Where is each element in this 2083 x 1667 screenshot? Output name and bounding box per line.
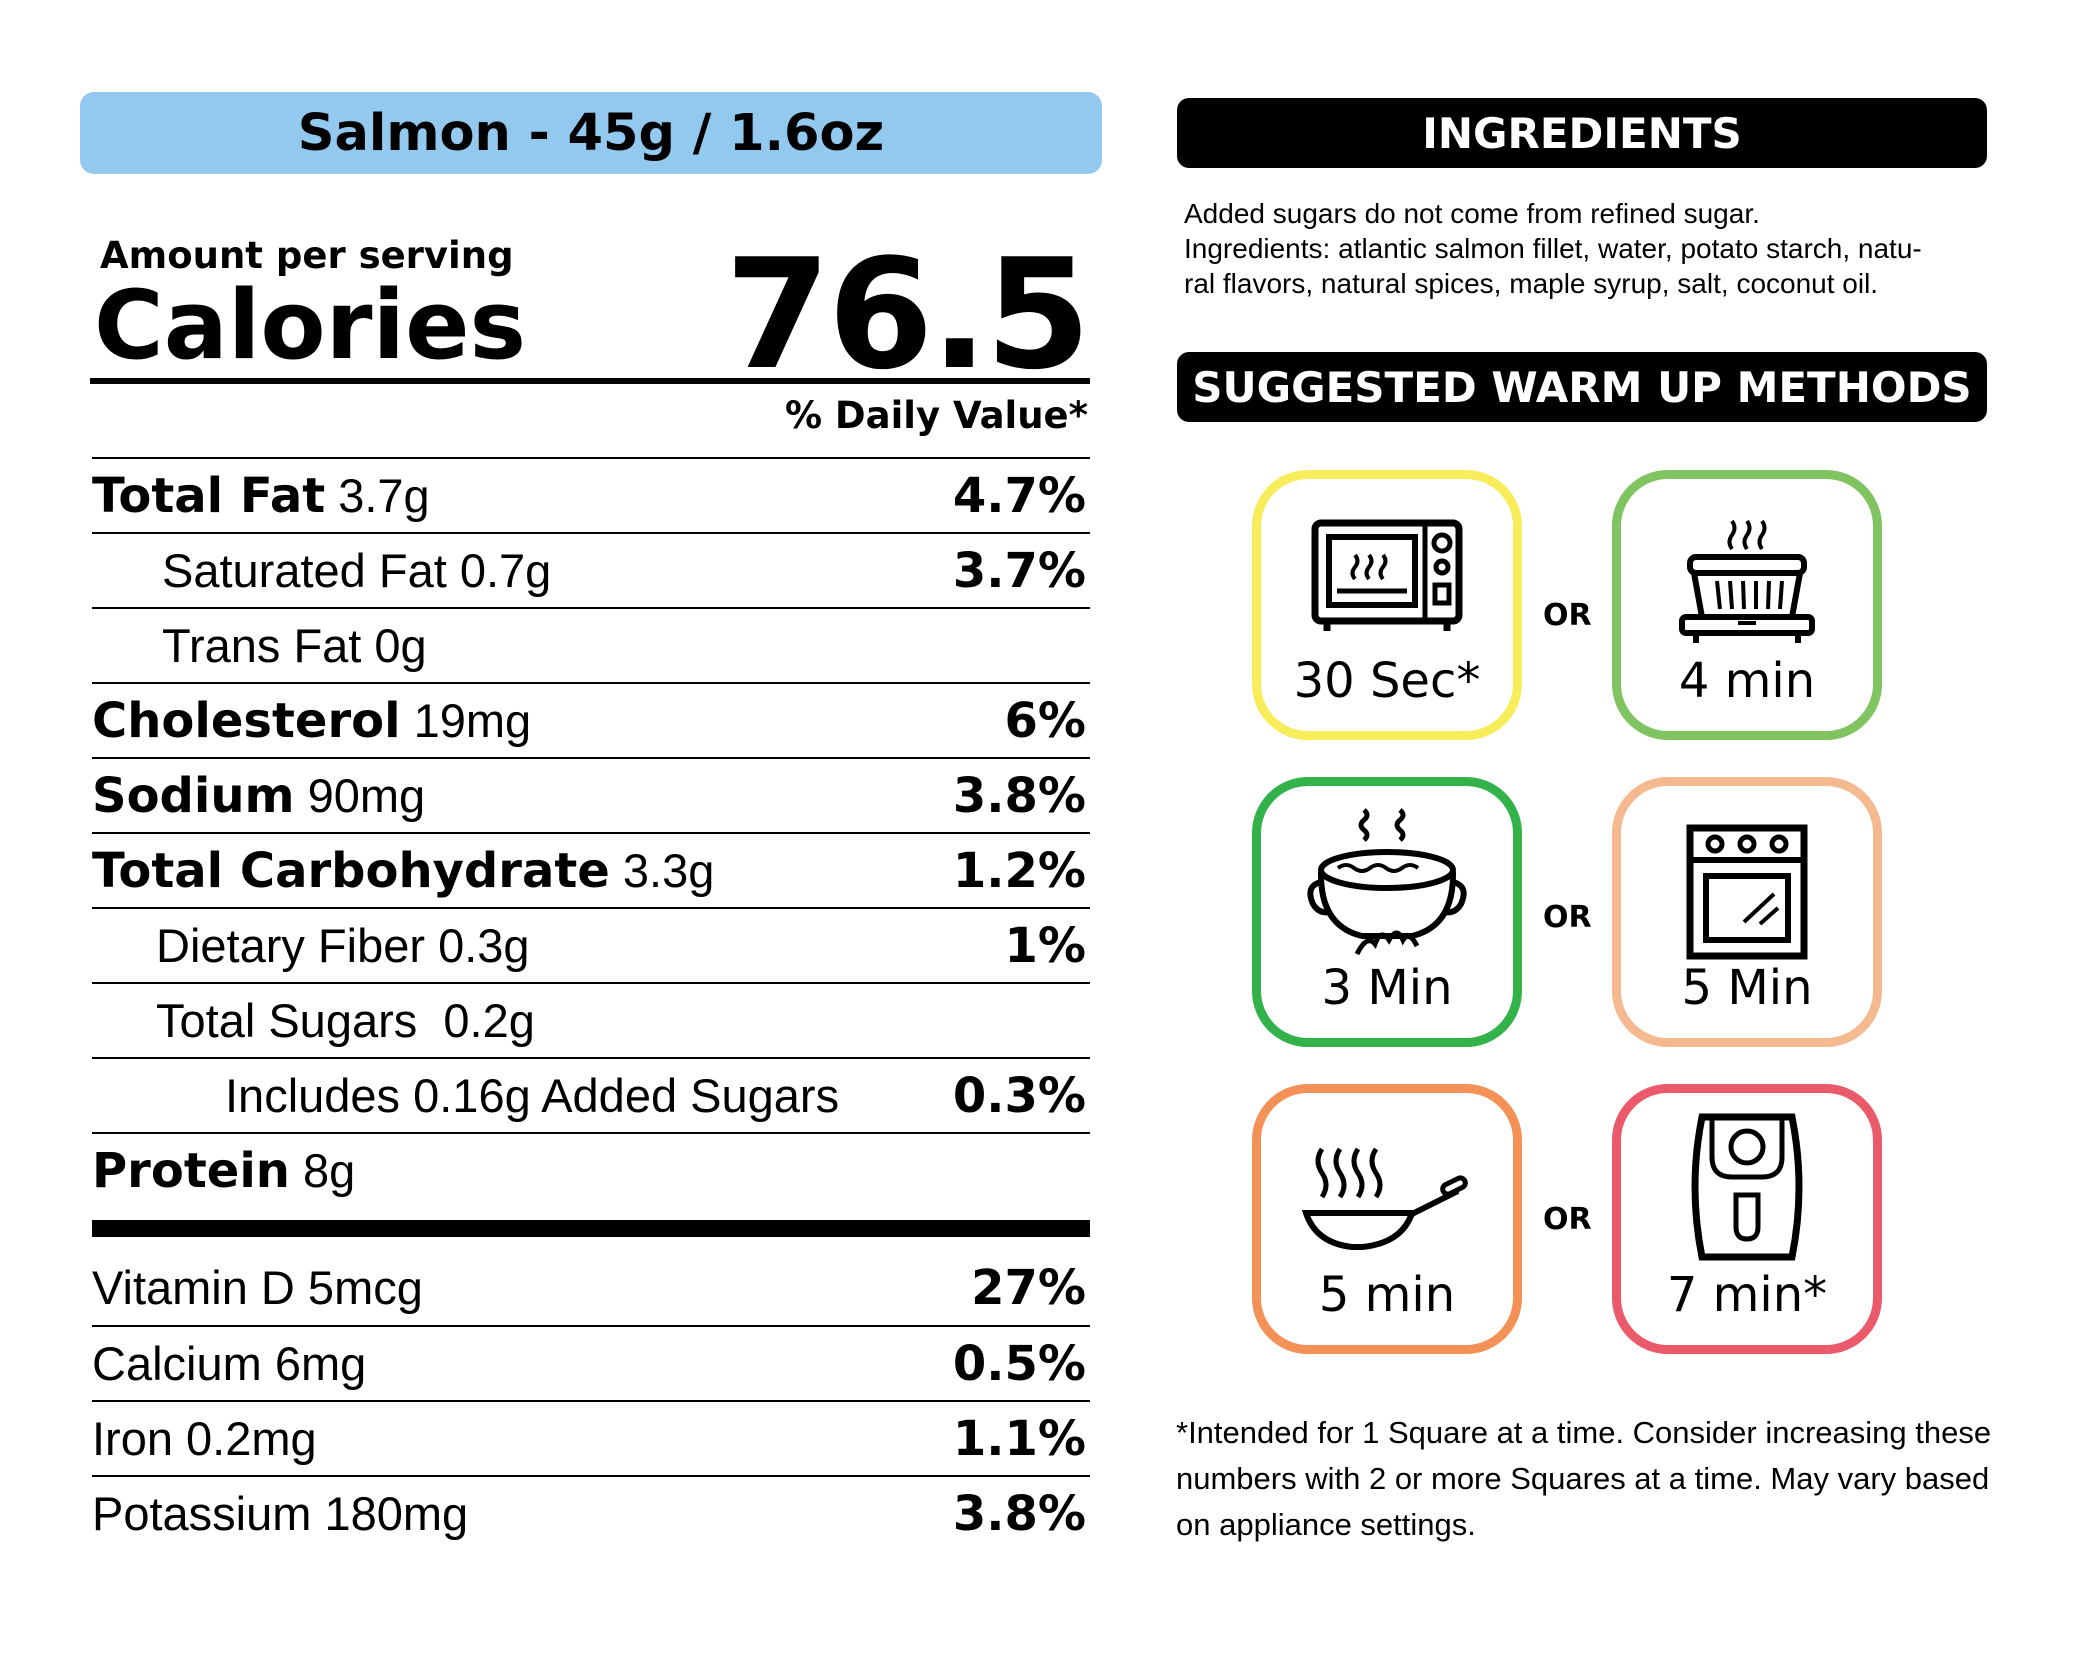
nutrient-name: Trans Fat 0g <box>162 619 427 672</box>
oven-icon <box>1686 824 1808 960</box>
or-label: OR <box>1543 1202 1592 1237</box>
nutrient-amount: 19mg <box>413 693 532 747</box>
calories-value: 76.5 <box>724 226 1091 403</box>
nutrient-row-total-sugars: Total Sugars 0.2g <box>92 982 1090 1057</box>
vitamin-name: Potassium 180mg <box>92 1487 469 1540</box>
nutrient-dv: 3.8% <box>952 767 1086 824</box>
nutrient-dv: 4.7% <box>952 467 1086 524</box>
warm-up-time: 5 min <box>1318 1267 1456 1323</box>
amount-per-serving-label: Amount per serving <box>100 234 514 277</box>
boiling-pot-icon <box>1307 808 1467 956</box>
nutrient-dv: 1.2% <box>952 842 1086 899</box>
nutrient-name: Total Sugars 0.2g <box>156 994 535 1047</box>
nutrient-dv: 1% <box>1004 917 1087 974</box>
microwave-icon <box>1311 519 1463 631</box>
warm-up-card-oven: 5 Min <box>1612 777 1882 1047</box>
nutrient-row-trans-fat: Trans Fat 0g <box>92 607 1090 682</box>
warm-up-time: 4 min <box>1678 653 1816 709</box>
warm-up-card-microwave: 30 Sec* <box>1252 470 1522 740</box>
nutrient-name: Sodium <box>92 767 295 824</box>
air-fryer-icon <box>1691 1113 1803 1261</box>
nutrient-dv: 6% <box>1004 692 1087 749</box>
warm-up-time: 7 min* <box>1666 1267 1828 1323</box>
nutrient-dv: 3.7% <box>952 542 1086 599</box>
vitamin-row-iron: Iron 0.2mg 1.1% <box>92 1400 1090 1475</box>
product-title: Salmon - 45g / 1.6oz <box>80 92 1102 174</box>
vitamin-name: Iron 0.2mg <box>92 1412 317 1465</box>
nutrient-row-saturated-fat: Saturated Fat 0.7g 3.7% <box>92 532 1090 607</box>
calories-rule <box>90 378 1090 384</box>
nutrient-row-total-fat: Total Fat 3.7g 4.7% <box>92 457 1090 532</box>
ingredients-line-2: Ingredients: atlantic salmon fillet, wat… <box>1184 233 1922 264</box>
vitamin-dv: 0.5% <box>952 1335 1086 1392</box>
warm-up-header: SUGGESTED WARM UP METHODS <box>1177 352 1987 422</box>
nutrient-row-sodium: Sodium 90mg 3.8% <box>92 757 1090 832</box>
nutrient-name: Saturated Fat 0.7g <box>162 544 552 597</box>
nutrient-dv: 0.3% <box>952 1067 1086 1124</box>
nutrient-row-cholesterol: Cholesterol 19mg 6% <box>92 682 1090 757</box>
frying-pan-icon <box>1302 1147 1468 1250</box>
vitamin-dv: 3.8% <box>952 1485 1086 1542</box>
nutrient-name: Protein <box>92 1142 290 1199</box>
ingredients-header: INGREDIENTS <box>1177 98 1987 168</box>
nutrient-row-total-carbohydrate: Total Carbohydrate 3.3g 1.2% <box>92 832 1090 907</box>
vitamin-row-vitamin-d: Vitamin D 5mcg 27% <box>92 1250 1090 1325</box>
nutrient-name: Includes 0.16g Added Sugars <box>225 1069 840 1122</box>
nutrient-row-added-sugars: Includes 0.16g Added Sugars 0.3% <box>92 1057 1090 1132</box>
nutrient-row-protein: Protein 8g <box>92 1132 1090 1207</box>
warm-up-time: 3 Min <box>1321 960 1453 1016</box>
ingredients-line-1: Added sugars do not come from refined su… <box>1184 198 1760 229</box>
nutrient-name: Cholesterol <box>92 692 401 749</box>
nutrient-row-dietary-fiber: Dietary Fiber 0.3g 1% <box>92 907 1090 982</box>
or-label: OR <box>1543 900 1592 935</box>
steamer-icon <box>1679 519 1815 643</box>
warm-up-card-air-fryer: 7 min* <box>1612 1084 1882 1354</box>
daily-value-header: % Daily Value* <box>784 394 1088 437</box>
nutrient-amount: 3.3g <box>622 843 715 897</box>
thick-divider <box>92 1220 1090 1237</box>
warm-up-card-steamer: 4 min <box>1612 470 1882 740</box>
calories-label: Calories <box>94 271 527 381</box>
warm-up-card-pot: 3 Min <box>1252 777 1522 1047</box>
nutrient-name: Dietary Fiber 0.3g <box>156 919 530 972</box>
nutrient-amount: 3.7g <box>338 468 430 522</box>
nutrient-amount: 90mg <box>307 768 426 822</box>
ingredients-line-3: ral flavors, natural spices, maple syrup… <box>1184 268 1879 299</box>
vitamin-name: Calcium 6mg <box>92 1337 367 1390</box>
nutrient-name: Total Fat <box>92 467 326 524</box>
warm-up-footnote: *Intended for 1 Square at a time. Consid… <box>1176 1415 1992 1542</box>
or-label: OR <box>1543 598 1592 633</box>
ingredients-text: Added sugars do not come from refined su… <box>1184 196 1984 301</box>
vitamin-row-calcium: Calcium 6mg 0.5% <box>92 1325 1090 1400</box>
warm-up-card-pan: 5 min <box>1252 1084 1522 1354</box>
vitamin-table: Vitamin D 5mcg 27% Calcium 6mg 0.5% Iron… <box>92 1250 1090 1550</box>
vitamin-name: Vitamin D 5mcg <box>92 1261 423 1314</box>
warm-up-time: 30 Sec* <box>1293 653 1481 709</box>
warm-up-time: 5 Min <box>1681 960 1813 1016</box>
nutrient-table: Total Fat 3.7g 4.7% Saturated Fat 0.7g 3… <box>92 457 1090 1207</box>
vitamin-dv: 1.1% <box>952 1410 1086 1467</box>
nutrient-amount: 8g <box>303 1143 356 1197</box>
vitamin-row-potassium: Potassium 180mg 3.8% <box>92 1475 1090 1550</box>
vitamin-dv: 27% <box>971 1259 1086 1316</box>
nutrient-name: Total Carbohydrate <box>92 842 610 899</box>
